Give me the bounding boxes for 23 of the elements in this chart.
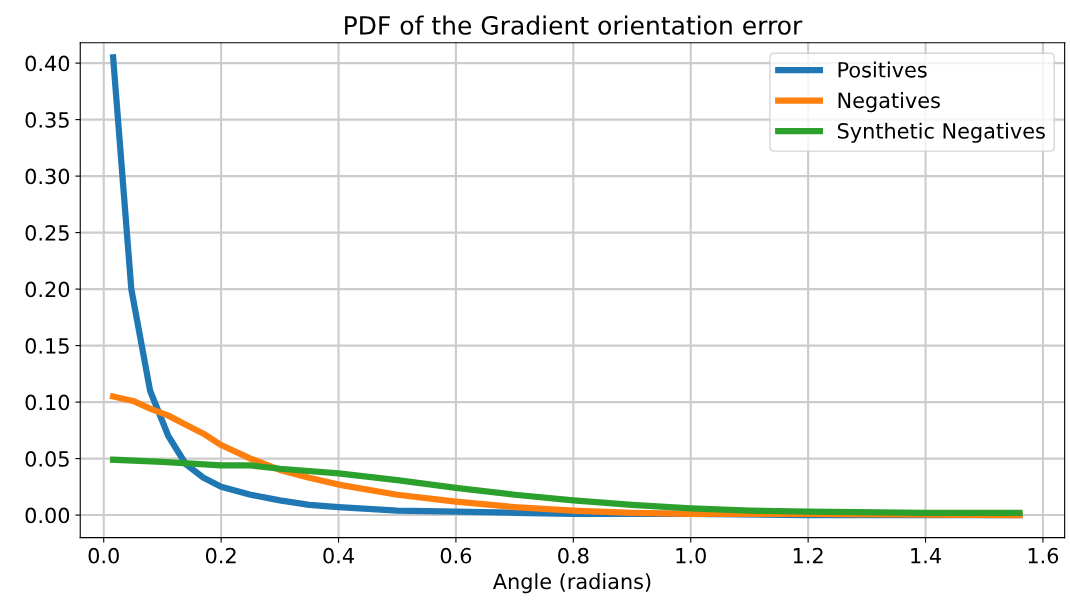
x-tick-label: 1.2 [793,547,823,564]
legend-label: Negatives [838,92,940,113]
y-tick-label: 0.35 [25,112,69,128]
y-tick-label: 0.10 [25,394,70,411]
x-tick-label: 1.6 [1028,547,1059,564]
legend-label: Synthetic Negatives [837,122,1045,143]
y-tick-label: 0.25 [25,225,69,241]
y-tick-label: 0.00 [25,507,70,524]
y-tick-label: 0.20 [25,281,70,298]
y-tick-label: 0.30 [25,168,70,185]
x-tick-label: 0.8 [558,547,589,564]
y-tick-label: 0.15 [25,338,69,354]
x-axis-title: Angle (radians) [492,573,651,594]
x-tick-label: 0.2 [205,547,236,564]
x-tick-label: 0.0 [88,547,119,564]
x-tick-label: 0.4 [323,547,354,564]
legend-label: Positives [838,61,927,78]
y-tick-label: 0.40 [25,55,70,72]
x-tick-label: 1.0 [676,547,706,564]
chart-title: PDF of the Gradient orientation error [345,15,803,35]
y-tick-label: 0.05 [25,451,69,467]
x-tick-label: 0.6 [440,547,472,564]
x-tick-label: 1.4 [911,548,941,564]
